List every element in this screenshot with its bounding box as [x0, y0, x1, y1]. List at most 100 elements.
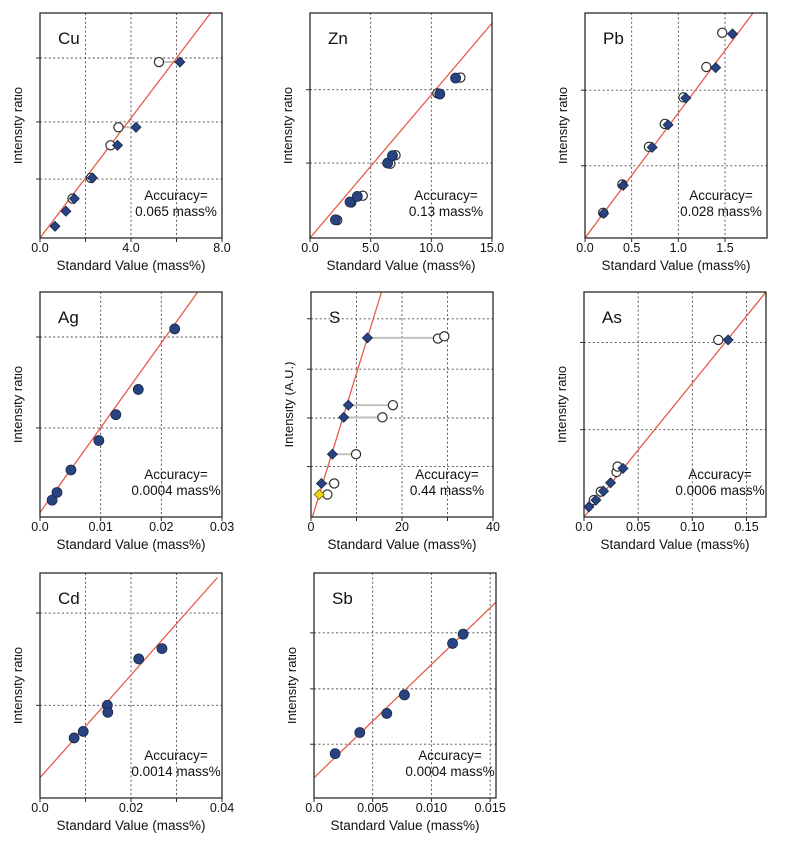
- s-y-axis-title: Intensity (A.U.): [285, 362, 296, 448]
- zn-circle-point: [382, 157, 394, 169]
- as-x-tick-label: 0.10: [680, 520, 704, 534]
- sb-accuracy-value: 0.0004 mass%: [405, 764, 494, 779]
- as-x-tick-label: 0.05: [626, 520, 650, 534]
- s-open-circle-point: [377, 412, 388, 423]
- sb-x-tick-label: 0.015: [474, 801, 505, 815]
- pb-open-circle-point: [701, 61, 712, 73]
- cd-circle-point: [156, 643, 168, 654]
- s-diamond-point: [338, 411, 350, 423]
- as-diamond-point: [617, 462, 629, 474]
- ag-x-tick-label: 0.01: [88, 520, 112, 534]
- zn-x-tick-label: 5.0: [362, 241, 379, 255]
- zn-chart: 0.0 5.0 10.0 15.0 Zn Accuracy=0.13 mass% Stand…: [284, 12, 504, 273]
- cu-diamond-point: [68, 193, 80, 205]
- zn-element-label: Zn: [328, 29, 348, 48]
- cd-circle-point: [102, 706, 114, 718]
- cu-diamond-point: [112, 139, 124, 151]
- sb-x-tick-label: 0.010: [416, 801, 447, 815]
- s-diamond-point: [315, 477, 328, 490]
- s-accuracy-value: 0.44 mass%: [410, 483, 484, 498]
- panel-zn: 0.0 5.0 10.0 15.0 Zn Accuracy= 0.13 mass% Stand…: [284, 0, 536, 280]
- s-accuracy-label: Accuracy=: [415, 467, 479, 482]
- as-y-axis-title: Intensity ratio: [558, 366, 569, 443]
- zn-circle-point: [387, 150, 398, 162]
- pb-diamond-point: [726, 28, 739, 40]
- as-accuracy-value: 0.0006 mass%: [675, 483, 764, 498]
- pb-x-tick-label: 1.5: [716, 241, 733, 255]
- ag-y-axis-title: Intensity ratio: [14, 366, 25, 443]
- zn-plot-box: [309, 12, 493, 239]
- s-open-circle-point: [350, 449, 362, 460]
- ag-x-tick-label: 0.02: [149, 520, 173, 534]
- zn-circle-point: [450, 72, 462, 84]
- cd-x-tick-label: 0.0: [31, 801, 48, 815]
- cu-accuracy-label: Accuracy=: [144, 188, 208, 203]
- ag-circle-point: [51, 487, 63, 498]
- as-x-tick-label: 0.15: [734, 520, 758, 534]
- panel-pb: 0.0 0.5 1.0 1.5 Pb Accuracy= 0.028 mass% Standa…: [559, 0, 788, 280]
- cu-accuracy-value: 0.065 mass%: [135, 204, 217, 219]
- cd-accuracy-label: Accuracy=: [144, 748, 208, 763]
- cd-circle-point: [68, 732, 80, 744]
- ag-element-label: Ag: [58, 308, 79, 327]
- s-open-circle-point: [387, 399, 399, 411]
- ag-x-axis-title: Standard Value (mass%): [56, 537, 205, 552]
- zn-x-tick-label: 15.0: [480, 241, 504, 255]
- pb-diamond-point: [646, 141, 658, 153]
- pb-x-tick-label: 1.0: [670, 241, 687, 255]
- sb-circle-point: [447, 638, 458, 649]
- ag-plot-box: [39, 291, 223, 518]
- zn-x-tick-label: 0.0: [301, 241, 318, 255]
- sb-circle-point: [381, 707, 393, 719]
- panel-cu: 0.0 4.0 8.0 Cu Accuracy= 0.065 mass% Standard …: [14, 0, 266, 280]
- as-element-label: As: [602, 308, 622, 327]
- as-plot-box: [583, 291, 767, 518]
- cd-circle-point: [133, 653, 145, 665]
- s-diamond-point: [342, 399, 354, 411]
- cu-diamond-point: [130, 121, 142, 133]
- ag-circle-point: [169, 323, 181, 335]
- pb-open-circle-point: [716, 27, 728, 38]
- ag-circle-point: [110, 409, 122, 421]
- cd-x-tick-label: 0.04: [210, 801, 234, 815]
- sb-circle-point: [329, 748, 341, 760]
- cu-chart: 0.0 4.0 8.0 Cu Accuracy=0.065 mass% Standard …: [14, 12, 231, 273]
- s-x-tick-label: 20: [395, 520, 409, 534]
- as-diamond-point: [597, 485, 610, 497]
- s-x-tick-label: 40: [486, 520, 500, 534]
- sb-accuracy-label: Accuracy=: [418, 748, 482, 763]
- cu-element-label: Cu: [58, 29, 80, 48]
- panel-sb: 0.0 0.005 0.010 0.015 Sb Accuracy= 0.0004 mass…: [288, 560, 540, 840]
- cu-diamond-point: [60, 205, 72, 217]
- pb-element-label: Pb: [603, 29, 624, 48]
- zn-circle-point: [344, 196, 356, 208]
- ag-circle-point: [132, 384, 144, 395]
- zn-circle-point: [330, 214, 341, 226]
- cd-x-tick-label: 0.02: [119, 801, 143, 815]
- ag-chart: 0.0 0.01 0.02 0.03 Ag Accuracy=0.0004 mass% St…: [14, 291, 234, 552]
- cu-open-circle-point: [153, 56, 165, 68]
- as-diamond-point: [583, 501, 595, 513]
- s-open-circle-point: [439, 331, 450, 342]
- sb-circle-point: [457, 628, 469, 640]
- sb-x-tick-label: 0.0: [305, 801, 322, 815]
- ag-circle-point: [93, 435, 105, 446]
- cu-diamond-point: [49, 220, 61, 232]
- sb-plot-box: [313, 572, 497, 799]
- s-open-circle-point: [329, 478, 340, 489]
- ag-accuracy-label: Accuracy=: [144, 467, 208, 482]
- panel-ag: 0.0 0.01 0.02 0.03 Ag Accuracy= 0.0004 mass% St…: [14, 279, 266, 559]
- cd-fit-line: [40, 577, 218, 779]
- cd-y-axis-title: Intensity ratio: [14, 647, 25, 724]
- cu-diamond-point: [174, 56, 186, 68]
- ag-accuracy-value: 0.0004 mass%: [131, 483, 220, 498]
- panel-as: 0.0 0.05 0.10 0.15 As Accuracy= 0.0006 mass% St…: [558, 279, 788, 559]
- as-accuracy-label: Accuracy=: [688, 467, 752, 482]
- zn-x-axis-title: Standard Value (mass%): [326, 258, 475, 273]
- s-element-label: S: [329, 308, 340, 327]
- pb-diamond-point: [710, 62, 722, 74]
- zn-accuracy-value: 0.13 mass%: [409, 204, 483, 219]
- zn-fit-line: [310, 22, 492, 238]
- pb-x-tick-label: 0.5: [623, 241, 640, 255]
- pb-accuracy-label: Accuracy=: [689, 188, 753, 203]
